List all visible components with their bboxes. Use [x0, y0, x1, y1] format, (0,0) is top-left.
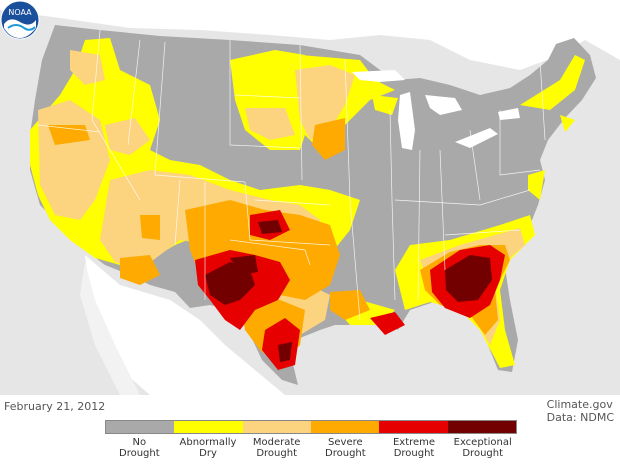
legend-label-no-drought: No Drought [105, 437, 174, 459]
legend-swatch-no-drought [106, 421, 175, 433]
legend-label-line2: Dry [199, 448, 217, 459]
legend-label-line2: Drought [119, 448, 160, 459]
legend: No Drought Abnormally Dry Moderate Droug… [105, 420, 517, 459]
mexico-land [85, 255, 285, 395]
canada-land [0, 0, 620, 70]
legend-color-bar [105, 420, 517, 434]
legend-swatch-severe-drought [310, 421, 380, 433]
legend-swatch-moderate-drought [242, 421, 311, 433]
legend-label-line1: Exceptional [453, 437, 512, 448]
map-date: February 21, 2012 [4, 400, 106, 413]
legend-labels: No Drought Abnormally Dry Moderate Droug… [105, 437, 517, 459]
legend-label-line2: Drought [256, 448, 297, 459]
legend-label-severe-drought: Severe Drought [311, 437, 380, 459]
state-borders [37, 29, 546, 321]
drought-map: NOAA [0, 0, 620, 395]
legend-swatch-abnormally-dry [174, 421, 243, 433]
legend-label-line1: No [132, 437, 147, 448]
legend-label-moderate-drought: Moderate Drought [242, 437, 311, 459]
exceptional-drought-areas [205, 220, 492, 362]
baja-peninsula [80, 262, 140, 395]
legend-label-line1: Extreme [392, 437, 436, 448]
credit: Climate.gov Data: NDMC [547, 398, 614, 424]
legend-label-line1: Moderate [252, 437, 301, 448]
credit-site: Climate.gov [546, 398, 613, 411]
legend-label-line2: Drought [393, 448, 435, 459]
noaa-logo-icon: NOAA [0, 0, 40, 40]
drought-map-svg [0, 0, 620, 395]
legend-label-exceptional-drought: Exceptional Drought [448, 437, 517, 459]
noaa-logo-text: NOAA [8, 8, 32, 17]
legend-label-line2: Drought [462, 448, 504, 459]
legend-label-abnormally-dry: Abnormally Dry [174, 437, 243, 459]
credit-data-source: Data: NDMC [546, 411, 614, 424]
legend-label-extreme-drought: Extreme Drought [380, 437, 449, 459]
great-lakes [352, 70, 520, 150]
legend-label-line2: Drought [325, 448, 366, 459]
legend-swatch-extreme-drought [379, 421, 448, 433]
legend-swatch-exceptional-drought [447, 421, 516, 433]
legend-label-line1: Severe [328, 437, 363, 448]
legend-label-line1: Abnormally [179, 437, 237, 448]
